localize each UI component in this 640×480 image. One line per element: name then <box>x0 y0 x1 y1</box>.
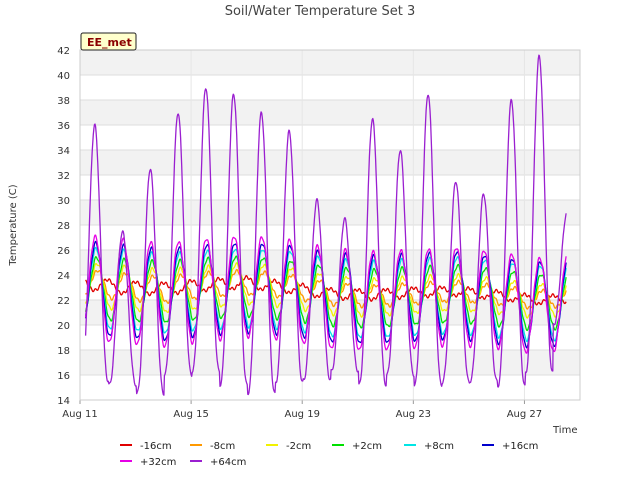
y-tick-label: 20 <box>57 321 70 332</box>
grid-band <box>80 150 580 175</box>
y-tick-label: 36 <box>57 121 70 132</box>
series-line <box>84 255 567 332</box>
x-axis-label: Time <box>552 425 577 436</box>
legend-label: -8cm <box>210 441 235 452</box>
x-tick-label: Aug 27 <box>507 409 542 420</box>
y-tick-label: 18 <box>57 346 70 357</box>
grid-band <box>80 350 580 375</box>
y-tick-label: 34 <box>57 146 70 157</box>
grid-band <box>80 200 580 225</box>
legend-label: +32cm <box>140 457 176 468</box>
legend-label: +64cm <box>210 457 246 468</box>
grid-band <box>80 50 580 75</box>
grid-band <box>80 100 580 125</box>
station-badge-box <box>80 32 137 51</box>
legend-label: +16cm <box>502 441 538 452</box>
legend-label: -2cm <box>286 441 311 452</box>
y-tick-label: 28 <box>57 221 70 232</box>
y-tick-label: 30 <box>57 196 70 207</box>
y-tick-label: 40 <box>57 71 70 82</box>
y-tick-label: 16 <box>57 371 70 382</box>
y-axis-label: Temperature (C) <box>8 184 19 266</box>
x-tick-label: Aug 19 <box>285 409 320 420</box>
y-axis: 14 16 18 20 22 24 26 28 30 32 34 36 38 40 42 <box>57 46 70 407</box>
chart-title: Soil/Water Temperature Set 3 <box>225 4 416 19</box>
station-badge-label: EE_met <box>87 36 132 49</box>
legend-label: +8cm <box>424 441 454 452</box>
y-tick-label: 32 <box>57 171 70 182</box>
x-tick-label: Aug 23 <box>396 409 431 420</box>
series-line <box>84 54 567 396</box>
y-tick-label: 42 <box>57 46 70 57</box>
legend-label: +2cm <box>352 441 382 452</box>
station-badge: EE_met <box>80 32 137 51</box>
series-line <box>84 262 567 319</box>
y-tick-label: 14 <box>57 396 70 407</box>
series-lines <box>84 54 567 396</box>
y-tick-label: 26 <box>57 246 70 257</box>
grid-band <box>80 250 580 275</box>
legend-label: -16cm <box>140 441 172 452</box>
y-tick-label: 22 <box>57 296 70 307</box>
x-axis: Aug 11 Aug 15 Aug 19 Aug 23 Aug 27 <box>62 400 542 420</box>
y-tick-label: 24 <box>57 271 70 282</box>
plot-frame <box>79 49 581 401</box>
x-tick-label: Aug 11 <box>62 409 97 420</box>
y-tick-label: 38 <box>57 96 70 107</box>
series-line <box>84 240 567 349</box>
legend: -16cm -8cm -2cm +2cm +8cm +16cm +32cm +64cm <box>120 441 538 468</box>
x-tick-label: Aug 15 <box>173 409 208 420</box>
series-line <box>84 234 567 354</box>
